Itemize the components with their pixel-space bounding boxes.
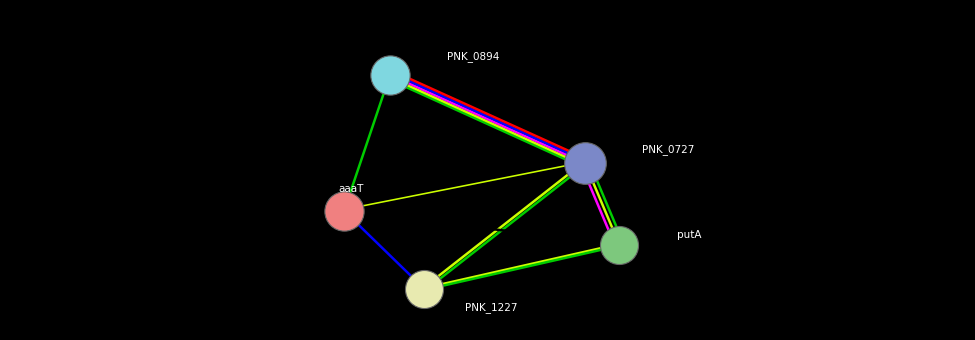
Text: PNK_0727: PNK_0727 bbox=[643, 144, 695, 155]
Point bbox=[611, 242, 627, 248]
Text: putA: putA bbox=[677, 230, 701, 240]
Text: PNK_0894: PNK_0894 bbox=[448, 51, 500, 62]
Point bbox=[577, 160, 593, 166]
Point bbox=[336, 208, 352, 214]
Point bbox=[416, 286, 432, 292]
Point bbox=[382, 72, 398, 78]
Text: PNK_1227: PNK_1227 bbox=[464, 302, 517, 313]
Text: aaaT: aaaT bbox=[338, 184, 364, 194]
